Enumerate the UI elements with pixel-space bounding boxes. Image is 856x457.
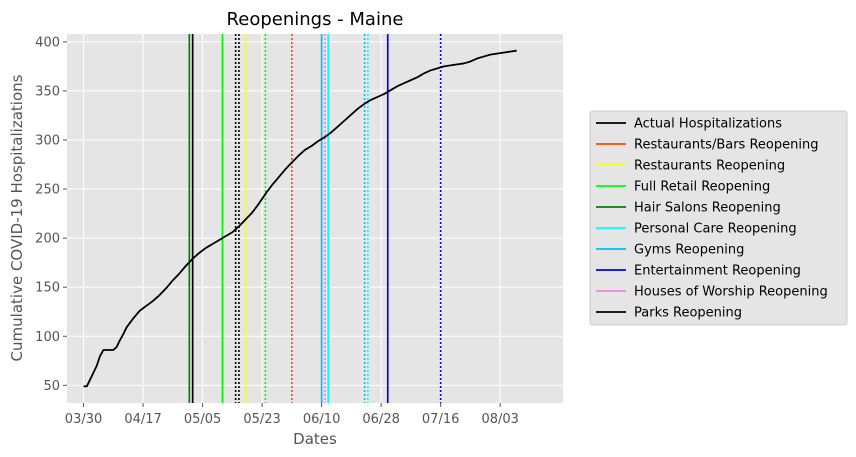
legend-label: Personal Care Reopening	[634, 222, 797, 237]
x-tick-label: 07/16	[422, 412, 459, 427]
y-tick-label: 300	[35, 133, 60, 148]
legend: Actual Hospitalizations Restaurants/Bars …	[589, 110, 848, 326]
y-tick-label: 200	[35, 232, 60, 247]
legend-label: Actual Hospitalizations	[634, 117, 782, 132]
chart-title: Reopenings - Maine	[227, 9, 404, 30]
x-axis-label: Dates	[293, 430, 337, 448]
series	[83, 49, 517, 388]
legend-label: Houses of Worship Reopening	[634, 285, 828, 300]
x-tick-label: 06/10	[303, 412, 340, 427]
y-tick-label: 250	[35, 183, 60, 198]
y-tick-label: 150	[35, 281, 60, 296]
legend-box	[589, 110, 848, 326]
legend-label: Entertainment Reopening	[634, 264, 801, 279]
x-ticks: 03/30 04/17 05/05 05/23 06/10 06/28 07/16 08/03	[65, 403, 519, 427]
y-tick-label: 400	[35, 35, 60, 50]
plot-area	[67, 34, 563, 403]
x-tick-label: 06/28	[362, 412, 399, 427]
legend-label: Full Retail Reopening	[634, 180, 770, 195]
legend-label: Restaurants/Bars Reopening	[634, 138, 818, 153]
y-tick-label: 50	[43, 379, 60, 394]
x-tick-label: 04/17	[124, 412, 161, 427]
y-axis-label: Cumulative COVID-19 Hospitalizations	[8, 74, 26, 361]
x-tick-label: 03/30	[65, 412, 102, 427]
x-tick-label: 05/23	[243, 412, 280, 427]
reopening-lines	[188, 34, 442, 403]
y-tick-label: 350	[35, 84, 60, 99]
legend-label: Gyms Reopening	[634, 243, 744, 258]
y-ticks: 50 100 150 200 250 300 350 400	[35, 35, 67, 394]
legend-label: Restaurants Reopening	[634, 159, 785, 174]
x-tick-label: 08/03	[481, 412, 518, 427]
series-line	[83, 49, 517, 388]
legend-label: Parks Reopening	[634, 306, 742, 321]
x-tick-label: 05/05	[184, 412, 221, 427]
legend-label: Hair Salons Reopening	[634, 201, 781, 216]
y-tick-label: 100	[35, 330, 60, 345]
